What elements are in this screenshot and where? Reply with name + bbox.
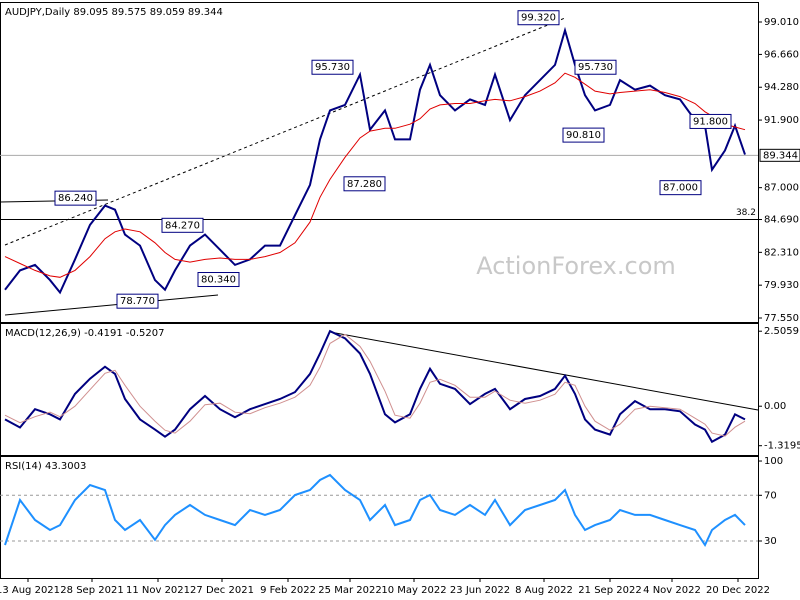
x-tick-label: 28 Sep 2021 — [60, 585, 123, 596]
x-tick-label: 21 Sep 2022 — [578, 585, 641, 596]
price-annotation-box — [574, 59, 617, 75]
x-tick-label: 13 Aug 2021 — [0, 585, 60, 596]
series-line — [4, 329, 746, 444]
price-annotation-box — [562, 127, 605, 143]
price-annotation: 84.270 — [165, 220, 200, 231]
x-tick-label: 8 Aug 2022 — [515, 585, 573, 596]
price-annotation-box — [197, 272, 240, 288]
y-tick-label: 79.930 — [764, 280, 799, 291]
panel-title: AUDJPY,Daily 89.095 89.575 89.059 89.344 — [5, 7, 223, 18]
trend-line — [329, 331, 759, 411]
x-tick-label: 20 Dec 2022 — [706, 585, 770, 596]
y-tick-label: 94.280 — [764, 82, 799, 93]
series-line — [4, 473, 746, 548]
trend-line — [4, 294, 219, 316]
price-annotation: 99.320 — [521, 13, 556, 24]
y-tick-label: 0.00 — [764, 401, 786, 412]
price-annotation-box — [161, 217, 204, 233]
x-tick-label: 9 Feb 2022 — [260, 585, 316, 596]
price-annotation: 95.730 — [578, 62, 613, 73]
y-tick-label: 87.000 — [764, 183, 799, 194]
x-tick-label: 25 Mar 2022 — [318, 585, 381, 596]
price-annotation: 87.280 — [347, 179, 382, 190]
panel-title: MACD(12,26,9) -0.4191 -0.5207 — [5, 328, 165, 339]
x-tick-label: 4 Nov 2022 — [643, 585, 701, 596]
panel-frame — [0, 2, 759, 323]
y-tick-label: 96.660 — [764, 49, 799, 60]
y-tick-label: -1.3195 — [764, 441, 800, 452]
price-annotation-box — [54, 190, 97, 206]
price-annotation-box — [517, 10, 560, 26]
price-annotation: 95.730 — [315, 62, 350, 73]
price-annotation: 80.340 — [201, 275, 236, 286]
panel-frame — [0, 456, 759, 579]
panel-frame — [0, 323, 759, 456]
x-tick-label: 10 May 2022 — [381, 585, 446, 596]
last-price-label: 89.344 — [763, 150, 798, 161]
price-annotation: 78.770 — [120, 296, 155, 307]
y-tick-label: 2.5059 — [764, 326, 799, 337]
series-line — [4, 26, 746, 295]
y-tick-label: 70 — [764, 490, 777, 501]
y-tick-label: 91.900 — [764, 115, 799, 126]
y-tick-label: 84.690 — [764, 215, 799, 226]
trend-line — [4, 17, 566, 246]
price-annotation-box — [311, 59, 354, 75]
y-tick-label: 82.310 — [764, 247, 799, 258]
y-tick-label: 30 — [764, 536, 777, 547]
price-annotation: 87.000 — [663, 183, 698, 194]
price-annotation: 91.800 — [693, 116, 728, 127]
fib-label: 38.2 — [736, 208, 756, 218]
price-annotation: 86.240 — [58, 193, 93, 204]
price-annotation-box — [689, 113, 732, 129]
price-annotation-box — [116, 293, 159, 309]
y-tick-label: 99.010 — [764, 17, 799, 28]
last-price-box — [759, 148, 800, 162]
x-tick-label: 23 Jun 2022 — [450, 585, 510, 596]
price-annotation-box — [343, 176, 386, 192]
y-tick-label: 100 — [764, 456, 783, 467]
watermark: ActionForex.com — [476, 252, 676, 280]
series-line — [4, 72, 746, 278]
series-line — [4, 333, 746, 437]
price-annotation-box — [659, 180, 702, 196]
x-tick-label: 11 Nov 2021 — [126, 585, 190, 596]
x-tick-label: 27 Dec 2021 — [190, 585, 254, 596]
panel-title: RSI(14) 43.3003 — [5, 461, 86, 472]
y-tick-label: 77.550 — [764, 313, 799, 324]
price-annotation: 90.810 — [566, 130, 601, 141]
